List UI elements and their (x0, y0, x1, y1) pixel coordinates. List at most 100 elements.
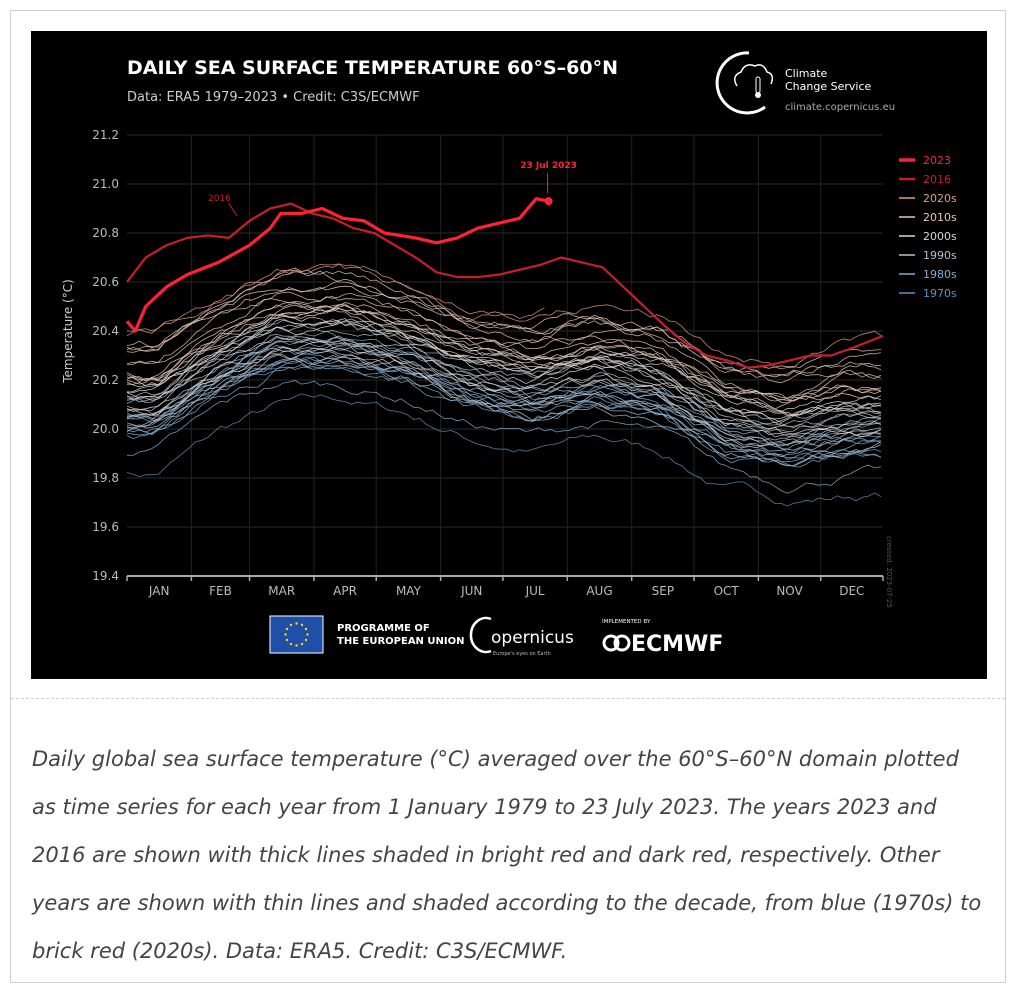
y-tick-label: 20.0 (92, 422, 119, 436)
eu-star (289, 623, 293, 627)
year-line-2010s (126, 278, 881, 384)
year-line-2010s (126, 270, 881, 378)
legend-label: 2000s (923, 230, 957, 243)
ecmwf-logo: ECMWF (631, 632, 723, 657)
legend-label: 2016 (923, 173, 951, 186)
x-tick-label: FEB (209, 584, 232, 598)
eu-text-1: PROGRAMME OF (337, 623, 430, 634)
eu-star (295, 644, 298, 647)
eu-star (295, 622, 298, 625)
x-tick-label: MAR (268, 584, 295, 598)
year-line-1980s (126, 356, 881, 463)
implemented-by: IMPLEMENTED BY (602, 619, 651, 625)
year-line-1990s (126, 342, 881, 430)
x-tick-label: JUL (525, 584, 545, 598)
legend-label: 2023 (923, 154, 951, 167)
eu-stars-icon (284, 622, 309, 647)
year-line-2000s (126, 318, 881, 424)
eu-star (300, 623, 304, 627)
year-line-1980s (126, 364, 882, 460)
y-tick-label: 19.6 (92, 520, 119, 534)
y-tick-label: 21.2 (92, 128, 119, 142)
annotation-2016-arrow (228, 203, 238, 217)
year-line-2000s (126, 315, 882, 420)
copernicus-c-icon (469, 616, 492, 654)
year-line-1990s (126, 337, 881, 442)
ecmwf-icon (602, 634, 620, 652)
sst-chart: DAILY SEA SURFACE TEMPERATURE 60°S–60°N … (61, 51, 957, 657)
legend-label: 1970s (923, 287, 957, 300)
year-line-2000s (126, 335, 882, 439)
y-tick-label: 19.8 (92, 471, 119, 485)
series-line-2016 (126, 202, 884, 369)
eu-text-2: THE EUROPEAN UNION (337, 636, 465, 647)
eu-star (284, 633, 287, 636)
x-tick-label: OCT (714, 584, 740, 598)
highlight-lines: 23 Jul 2023 2016 (125, 161, 884, 369)
legend-label: 2020s (923, 192, 957, 205)
x-tick-label: MAY (396, 584, 422, 598)
chart-panel: DAILY SEA SURFACE TEMPERATURE 60°S–60°N … (31, 31, 987, 679)
c3s-logo: Climate Change Service climate.copernicu… (715, 51, 895, 115)
year-line-2010s (126, 291, 882, 401)
figure-caption: Daily global sea surface temperature (°C… (32, 747, 982, 963)
eu-star (304, 627, 308, 631)
c3s-url: climate.copernicus.eu (785, 102, 895, 113)
axes: 19.4 19.6 19.8 20.0 20.2 20.4 20.6 20.8 21.0 21.2… (92, 128, 884, 598)
y-tick-label: 20.4 (92, 324, 119, 338)
footer-logos: PROGRAMME OF THE EUROPEAN UNION opernicu… (269, 615, 723, 657)
year-line-2010s (126, 305, 882, 402)
eu-star (285, 638, 289, 642)
year-line-2000s (126, 341, 882, 449)
y-tick-label: 20.8 (92, 226, 119, 240)
eu-star (300, 642, 304, 646)
eu-star (289, 642, 293, 646)
copernicus-logo: opernicus (491, 628, 574, 648)
x-tick-label: SEP (652, 584, 674, 598)
x-tick-label: DEC (839, 584, 864, 598)
x-tick-label: AUG (586, 584, 612, 598)
annotation-2016: 2016 (208, 194, 231, 204)
y-tick-label: 21.0 (92, 177, 119, 191)
series-line-2023 (125, 197, 549, 333)
c3s-name-1: Climate (785, 67, 828, 80)
year-line-1980s (126, 356, 882, 468)
year-line-1990s (126, 349, 882, 458)
year-line-2000s (126, 318, 881, 423)
eu-star (285, 627, 289, 631)
year-line-1980s (126, 360, 882, 467)
chart-title: DAILY SEA SURFACE TEMPERATURE 60°S–60°N (127, 57, 618, 79)
legend-label: 1990s (923, 249, 957, 262)
x-tick-label: APR (333, 584, 357, 598)
legend: 2023 2016 2020s 2010s 2000s 1990s 1980s 1970s (899, 154, 957, 300)
year-line-1970s (126, 393, 882, 507)
year-line-2010s (126, 285, 881, 372)
year-line-2010s (126, 301, 881, 402)
figure-frame (10, 10, 1006, 983)
x-tick-label: NOV (776, 584, 803, 598)
y-tick-label: 20.2 (92, 373, 119, 387)
eu-star (306, 633, 309, 636)
year-line-2020s (126, 263, 882, 370)
year-line-1990s (126, 357, 882, 447)
year-line-1990s (126, 348, 881, 452)
year-line-1990s (126, 335, 882, 438)
divider (11, 698, 1005, 699)
eu-flag (269, 615, 324, 654)
yearly-lines (126, 263, 882, 507)
chart-subtitle: Data: ERA5 1979–2023 • Credit: C3S/ECMWF (127, 90, 420, 105)
x-tick-label: JAN (148, 584, 170, 598)
year-line-1990s (126, 319, 881, 427)
x-tick-label: JUN (460, 584, 482, 598)
legend-label: 2010s (923, 211, 957, 224)
year-line-1990s (126, 353, 882, 467)
y-tick-label: 19.4 (92, 569, 119, 583)
year-line-1980s (126, 380, 881, 494)
last-point-marker (544, 197, 553, 206)
year-line-2020s (126, 263, 545, 337)
c3s-name-2: Change Service (785, 80, 871, 93)
created-note: created: 2023-07-25 (885, 536, 893, 608)
annotation-23jul: 23 Jul 2023 (520, 161, 577, 171)
eu-star (304, 638, 308, 642)
year-line-2000s (126, 347, 881, 438)
